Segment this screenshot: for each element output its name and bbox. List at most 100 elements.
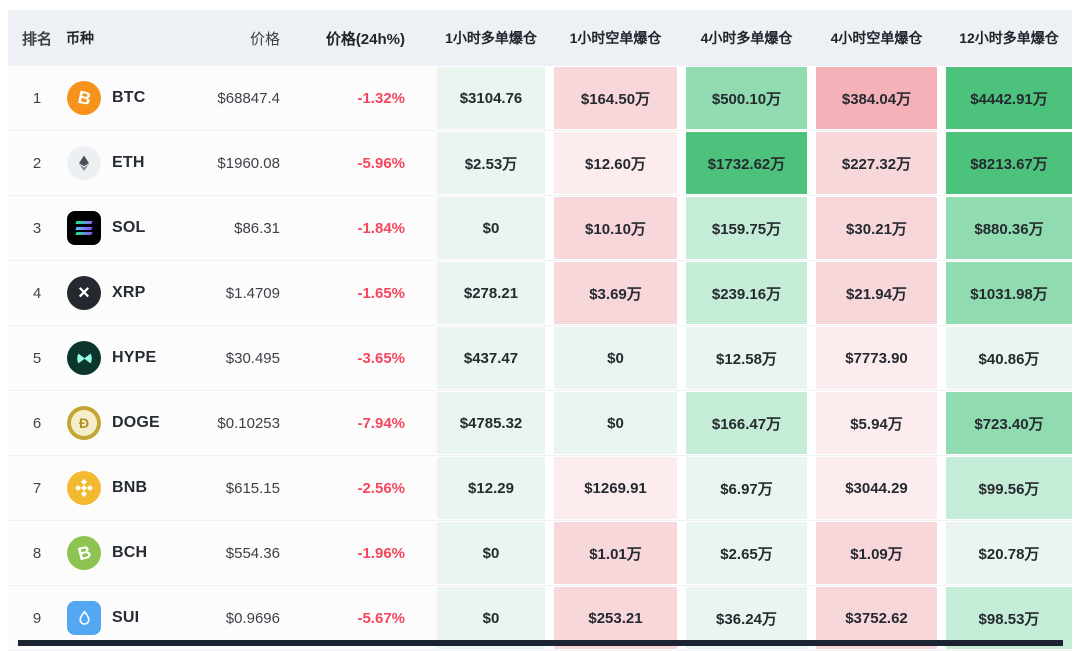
liq-1h-long-cell: $0 [437, 586, 545, 650]
header-rank[interactable]: 排名 [21, 30, 52, 48]
header-change[interactable]: 价格(24h%) [325, 30, 405, 48]
coin-cell: B BCH [66, 521, 206, 585]
liq-1h-long-cell: $2.53万 [437, 131, 545, 195]
table-row[interactable]: 5 HYPE $30.495 -3.65% $437.47 $0 $12.58万 $7773.… [8, 326, 1072, 391]
sui-icon [67, 601, 101, 635]
header-4h-long[interactable]: 4小时多单爆仓 [700, 30, 793, 46]
coin-cell: × XRP [66, 261, 206, 325]
price-cell: $30.495 [225, 349, 280, 367]
liq-1h-long-cell: $0 [437, 521, 545, 585]
price-cell: $0.10253 [217, 414, 280, 432]
liq-12h-long-cell: $98.53万 [937, 586, 1072, 650]
liq-1h-short-cell: $164.50万 [545, 66, 677, 130]
liq-4h-short-cell: $30.21万 [807, 196, 937, 260]
liquidation-table: 排名 币种 价格 价格(24h%) 1小时多单爆仓 1小时空单爆仓 4小时多单爆… [8, 10, 1072, 651]
liq-12h-long-cell: $20.78万 [937, 521, 1072, 585]
liq-12h-long-cell: $880.36万 [937, 196, 1072, 260]
liq-4h-long-cell: $6.97万 [677, 456, 807, 520]
table-row[interactable]: 2 ETH $1960.08 -5.96% $2.53万 $12.60万 $1732.62万… [8, 131, 1072, 196]
liq-12h-long-cell: $4442.91万 [937, 66, 1072, 130]
header-coin[interactable]: 币种 [66, 30, 94, 46]
coin-cell: Ð DOGE [66, 391, 206, 455]
price-cell: $615.15 [225, 479, 280, 497]
change-24h-cell: -2.56% [357, 479, 405, 497]
table-row[interactable]: 8 B BCH $554.36 -1.96% $0 $1.01万 $2.65万 $1.09万 $2… [8, 521, 1072, 586]
liq-1h-short-cell: $3.69万 [545, 261, 677, 325]
rank-cell: 6 [32, 414, 42, 432]
table-row[interactable]: 4 × XRP $1.4709 -1.65% $278.21 $3.69万 $239.16万 $… [8, 261, 1072, 326]
liq-1h-short-cell: $10.10万 [545, 196, 677, 260]
change-24h-cell: -1.84% [357, 219, 405, 237]
liq-4h-long-cell: $159.75万 [677, 196, 807, 260]
rank-cell: 3 [32, 219, 42, 237]
coin-symbol: HYPE [112, 349, 157, 366]
table-row[interactable]: 6 Ð DOGE $0.10253 -7.94% $4785.32 $0 $166.47万 $5… [8, 391, 1072, 456]
price-cell: $86.31 [234, 219, 280, 237]
liq-4h-long-cell: $500.10万 [677, 66, 807, 130]
coin-cell: HYPE [66, 326, 206, 390]
liq-4h-long-cell: $36.24万 [677, 586, 807, 650]
rank-cell: 7 [32, 479, 42, 497]
btc-icon: B [67, 81, 101, 115]
header-price[interactable]: 价格 [249, 30, 280, 48]
rank-cell: 1 [32, 89, 42, 107]
liq-1h-long-cell: $278.21 [437, 261, 545, 325]
liq-4h-long-cell: $239.16万 [677, 261, 807, 325]
price-cell: $1.4709 [225, 284, 280, 302]
liq-4h-long-cell: $2.65万 [677, 521, 807, 585]
liq-12h-long-cell: $40.86万 [937, 326, 1072, 390]
table-body: 1 B BTC $68847.4 -1.32% $3104.76 $164.50万 $500.… [8, 66, 1072, 651]
coin-cell: SOL [66, 196, 206, 260]
change-24h-cell: -5.96% [357, 154, 405, 172]
rank-cell: 2 [32, 154, 42, 172]
coin-cell: ETH [66, 131, 206, 195]
liq-4h-short-cell: $7773.90 [807, 326, 937, 390]
bch-icon: B [67, 536, 101, 570]
rank-cell: 4 [32, 284, 42, 302]
table-header: 排名 币种 价格 价格(24h%) 1小时多单爆仓 1小时空单爆仓 4小时多单爆… [8, 10, 1072, 66]
price-cell: $0.9696 [225, 609, 280, 627]
price-cell: $554.36 [225, 544, 280, 562]
liq-1h-short-cell: $1269.91 [545, 456, 677, 520]
liq-1h-long-cell: $437.47 [437, 326, 545, 390]
header-12h-long[interactable]: 12小时多单爆仓 [959, 30, 1059, 46]
change-24h-cell: -1.65% [357, 284, 405, 302]
coin-symbol: SUI [112, 609, 140, 626]
liq-1h-short-cell: $1.01万 [545, 521, 677, 585]
liq-1h-short-cell: $0 [545, 391, 677, 455]
coin-cell: B BTC [66, 66, 206, 130]
header-1h-short[interactable]: 1小时空单爆仓 [569, 30, 662, 46]
liq-1h-long-cell: $3104.76 [437, 66, 545, 130]
liq-1h-long-cell: $0 [437, 196, 545, 260]
bnb-icon [67, 471, 101, 505]
change-24h-cell: -5.67% [357, 609, 405, 627]
coin-cell: BNB [66, 456, 206, 520]
coin-symbol: DOGE [112, 414, 160, 431]
table-row[interactable]: 1 B BTC $68847.4 -1.32% $3104.76 $164.50万 $500.… [8, 66, 1072, 131]
liq-4h-long-cell: $1732.62万 [677, 131, 807, 195]
liq-1h-long-cell: $12.29 [437, 456, 545, 520]
liq-4h-short-cell: $227.32万 [807, 131, 937, 195]
coin-symbol: BCH [112, 544, 148, 561]
footer-bar [18, 640, 1063, 646]
liq-1h-short-cell: $253.21 [545, 586, 677, 650]
doge-icon: Ð [67, 406, 101, 440]
change-24h-cell: -7.94% [357, 414, 405, 432]
eth-icon [67, 146, 101, 180]
liq-4h-short-cell: $1.09万 [807, 521, 937, 585]
liq-12h-long-cell: $8213.67万 [937, 131, 1072, 195]
coin-symbol: BTC [112, 89, 146, 106]
header-4h-short[interactable]: 4小时空单爆仓 [830, 30, 923, 46]
liq-1h-long-cell: $4785.32 [437, 391, 545, 455]
sol-icon [67, 211, 101, 245]
table-row[interactable]: 3 SOL $86.31 -1.84% $0 $10.10万 $159.75万 $30.21万… [8, 196, 1072, 261]
table-row[interactable]: 7 BNB $615.15 -2.56% $12.29 $1269.91 $6.97万 $30… [8, 456, 1072, 521]
rank-cell: 9 [32, 609, 42, 627]
change-24h-cell: -1.32% [357, 89, 405, 107]
coin-symbol: ETH [112, 154, 145, 171]
liq-1h-short-cell: $12.60万 [545, 131, 677, 195]
coin-symbol: XRP [112, 284, 146, 301]
hype-icon [67, 341, 101, 375]
header-1h-long[interactable]: 1小时多单爆仓 [445, 30, 537, 46]
